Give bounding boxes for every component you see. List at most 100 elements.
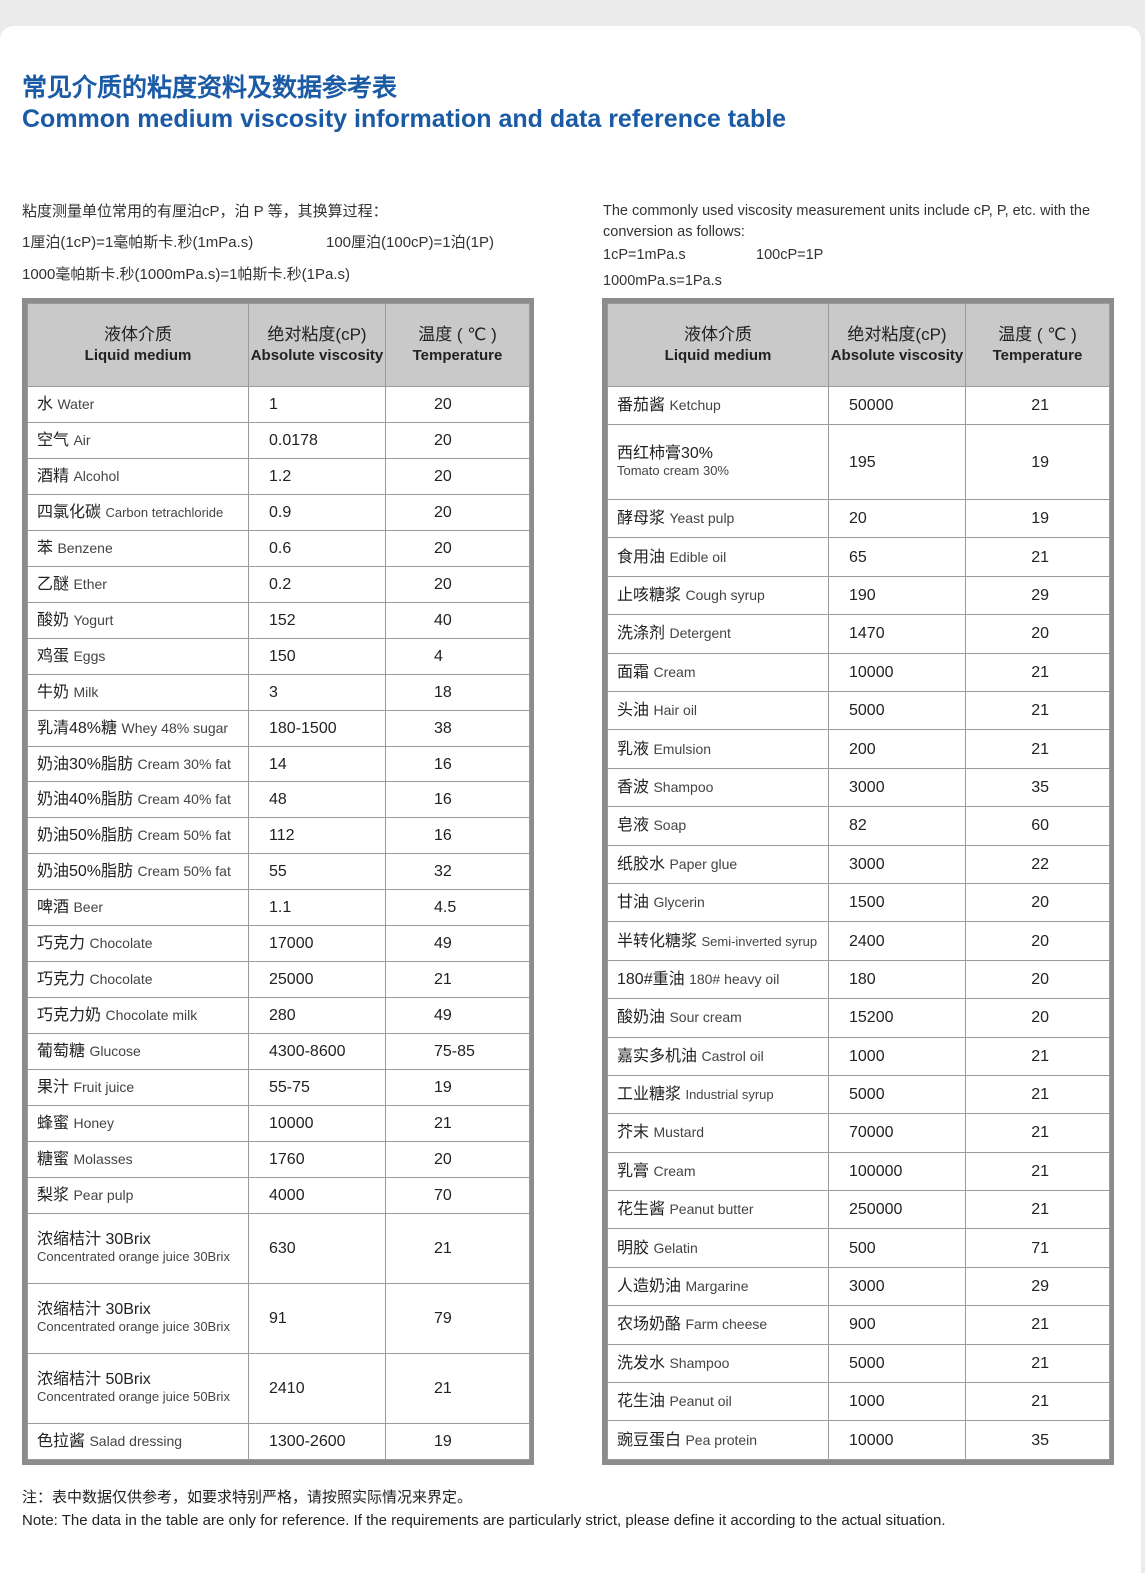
intro-line: 1cP=1mPa.s (603, 247, 686, 263)
intro-line: The commonly used viscosity measurement … (603, 203, 1091, 240)
table-row: 巧克力 Chocolate 17000 49 (27, 925, 530, 963)
note-en: Note: The data in the table are only for… (22, 1512, 946, 1529)
medium-cn: 四氯化碳 (37, 503, 102, 521)
medium-en: Glycerin (653, 894, 705, 911)
temperature-cell: 20 (385, 421, 530, 459)
temperature-cell: 20 (385, 1141, 530, 1178)
medium-en: Cream (653, 1162, 696, 1179)
temperature-cell: 21 (965, 1382, 1110, 1422)
temperature-cell: 71 (965, 1228, 1110, 1268)
viscosity-cell: 1500 (828, 882, 966, 923)
medium-cn: 空气 (37, 431, 70, 449)
medium-cn: 明胶 (617, 1239, 650, 1257)
intro-line: 100厘泊(100cP)=1泊(1P) (326, 234, 494, 251)
temperature-cell: 4 (385, 637, 530, 675)
viscosity-cell: 55-75 (248, 1069, 386, 1107)
table-row: 奶油50%脂肪 Cream 50% fat 55 32 (27, 853, 530, 891)
viscosity-cell: 3000 (828, 767, 966, 808)
table-row: 乙醚 Ether 0.2 20 (27, 565, 530, 603)
table-row: 浓缩桔汁 30Brix Concentrated orange juice 30B… (27, 1212, 530, 1284)
temperature-cell: 49 (385, 997, 530, 1035)
medium-cn: 奶油50%脂肪 (37, 827, 134, 845)
medium-cell: 色拉酱 Salad dressing (27, 1422, 249, 1461)
table-frame: 液体介质 Liquid medium 绝对粘度(cP) Absolute viscos… (22, 298, 534, 1465)
table-row: 农场奶酪 Farm cheese 900 21 (607, 1305, 1110, 1345)
medium-en: Margarine (685, 1278, 749, 1295)
medium-cell: 果汁 Fruit juice (27, 1069, 249, 1107)
medium-en: Shampoo (669, 1354, 730, 1371)
viscosity-cell: 10000 (828, 1420, 966, 1460)
table-row: 色拉酱 Salad dressing 1300-2600 19 (27, 1422, 530, 1461)
medium-en: Air (73, 431, 91, 448)
medium-en: Beer (73, 899, 104, 916)
medium-cell: 洗涤剂 Detergent (607, 614, 829, 654)
table-row: 工业糖浆 Industrial syrup 5000 21 (607, 1074, 1110, 1115)
medium-cell: 花生油 Peanut oil (607, 1382, 829, 1422)
table-frame: 液体介质 Liquid medium 绝对粘度(cP) Absolute viscos… (602, 298, 1114, 1465)
header-cn: 液体介质 (684, 325, 752, 344)
medium-cell: 浓缩桔汁 50Brix Concentrated orange juice 50B… (27, 1352, 249, 1424)
temperature-cell: 16 (385, 745, 530, 783)
medium-cn: 人造奶油 (617, 1278, 682, 1296)
viscosity-cell: 55 (248, 853, 386, 891)
temperature-cell: 40 (385, 601, 530, 639)
table-row: 180#重油 180# heavy oil 180 20 (607, 959, 1110, 1000)
viscosity-cell: 100000 (828, 1151, 966, 1192)
table-row: 半转化糖浆 Semi-inverted syrup 2400 20 (607, 921, 1110, 961)
temperature-cell: 21 (965, 652, 1110, 693)
medium-en: Sour cream (669, 1009, 742, 1026)
viscosity-cell: 152 (248, 601, 386, 639)
viscosity-cell: 20 (828, 499, 966, 539)
medium-cn: 纸胶水 (617, 855, 666, 873)
temperature-cell: 19 (385, 1422, 530, 1461)
medium-en: Concentrated orange juice 50Brix (37, 1389, 230, 1405)
medium-cn: 工业糖浆 (617, 1086, 682, 1104)
medium-en: Chocolate (89, 935, 153, 952)
table-row: 洗涤剂 Detergent 1470 20 (607, 614, 1110, 654)
table-row: 花生油 Peanut oil 1000 21 (607, 1382, 1110, 1422)
viscosity-cell: 1470 (828, 614, 966, 654)
medium-cell: 农场奶酪 Farm cheese (607, 1305, 829, 1345)
medium-cn: 食用油 (617, 548, 666, 566)
medium-cn: 甘油 (617, 894, 650, 912)
table-row: 酸奶油 Sour cream 15200 20 (607, 998, 1110, 1038)
medium-en: Cream 50% fat (137, 827, 231, 844)
medium-cell: 苯 Benzene (27, 529, 249, 567)
viscosity-cell: 48 (248, 781, 386, 819)
temperature-cell: 21 (965, 1343, 1110, 1384)
medium-en: 180# heavy oil (689, 970, 780, 987)
medium-cn: 梨浆 (37, 1186, 70, 1204)
column-header: 温度 ( ℃ ) Temperature (385, 303, 530, 387)
table-row: 巧克力奶 Chocolate milk 280 49 (27, 997, 530, 1035)
medium-cn: 巧克力 (37, 971, 86, 989)
header-en: Liquid medium (84, 347, 192, 364)
header-row: 液体介质 Liquid medium 绝对粘度(cP) Absolute viscos… (27, 303, 530, 387)
medium-cell: 食用油 Edible oil (607, 537, 829, 577)
temperature-cell: 20 (385, 457, 530, 495)
table-row: 酸奶 Yogurt 152 40 (27, 601, 530, 639)
medium-cell: 巧克力 Chocolate (27, 961, 249, 999)
viscosity-cell: 0.6 (248, 529, 386, 567)
medium-en: Molasses (73, 1150, 133, 1167)
medium-en: Cream 30% fat (137, 755, 231, 772)
temperature-cell: 21 (385, 1352, 530, 1424)
medium-cn: 嘉实多机油 (617, 1047, 698, 1065)
medium-cell: 水 Water (27, 386, 249, 423)
medium-en: Yogurt (73, 611, 114, 628)
medium-cell: 工业糖浆 Industrial syrup (607, 1074, 829, 1115)
table-row: 葡萄糖 Glucose 4300-8600 75-85 (27, 1033, 530, 1071)
medium-en: Chocolate milk (105, 1007, 198, 1024)
medium-cn: 牛奶 (37, 683, 70, 701)
medium-cn: 浓缩桔汁 50Brix (37, 1371, 151, 1389)
medium-cell: 洗发水 Shampoo (607, 1343, 829, 1384)
medium-en: Eggs (73, 647, 106, 664)
medium-cn: 豌豆蛋白 (617, 1431, 682, 1449)
medium-en: Farm cheese (685, 1316, 768, 1333)
viscosity-cell: 280 (248, 997, 386, 1035)
medium-en: Peanut butter (669, 1201, 754, 1218)
medium-cell: 180#重油 180# heavy oil (607, 959, 829, 1000)
intro-line: 100cP=1P (756, 247, 824, 263)
data-table: 液体介质 Liquid medium 绝对粘度(cP) Absolute viscos… (27, 303, 530, 1461)
medium-en: Shampoo (653, 778, 714, 795)
viscosity-cell: 200 (828, 729, 966, 769)
